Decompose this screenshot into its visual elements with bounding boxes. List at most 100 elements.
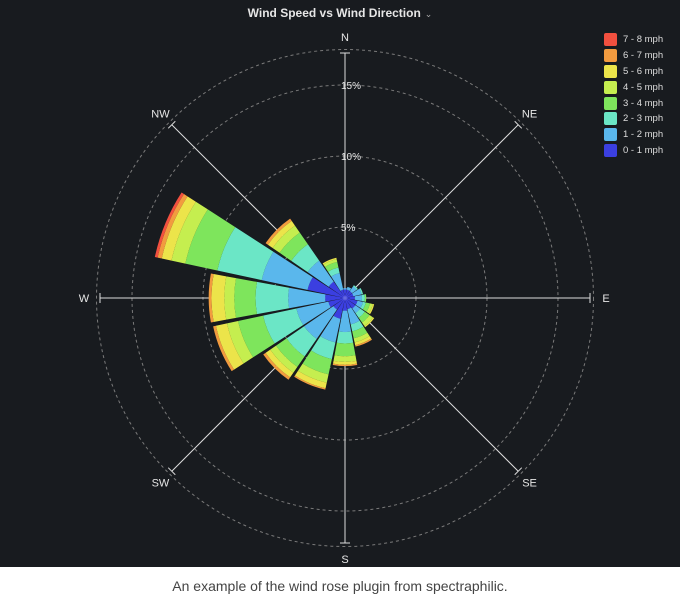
legend: 7 - 8 mph 6 - 7 mph 5 - 6 mph 4 - 5 mph 3 - … — [604, 32, 663, 158]
petal-w-3 — [234, 278, 257, 318]
legend-label: 0 - 1 mph — [623, 144, 664, 156]
legend-item[interactable]: 4 - 5 mph — [604, 79, 663, 95]
legend-item[interactable]: 2 - 3 mph — [604, 111, 663, 127]
petal-nnw-0 — [340, 289, 345, 298]
petal-ene-2 — [359, 287, 364, 295]
petal-sw-6 — [263, 352, 291, 380]
petal-sw-3 — [276, 338, 305, 367]
petal-wnw-1 — [261, 251, 313, 290]
petal-w-0 — [325, 294, 345, 302]
petal-s-5 — [333, 360, 357, 365]
petal-ssw-6 — [294, 375, 326, 390]
petal-ne-1 — [349, 286, 357, 294]
compass-label-w: W — [79, 293, 90, 305]
petal-se-0 — [345, 298, 356, 309]
petal-e-2 — [361, 294, 365, 302]
compass-label-se: SE — [522, 478, 537, 490]
petal-wnw-2 — [217, 227, 274, 281]
grid-circle — [96, 49, 594, 547]
axis-end-tick — [167, 120, 176, 129]
petal-n-0 — [343, 289, 347, 298]
legend-swatch — [604, 112, 617, 126]
figure-caption: An example of the wind rose plugin from … — [172, 578, 508, 594]
petal-sw-1 — [304, 306, 337, 339]
chart-title-menu[interactable]: Wind Speed vs Wind Direction ⌄ — [0, 6, 680, 20]
compass-label-n: N — [341, 32, 349, 44]
petal-sse-4 — [353, 332, 370, 343]
petal-nnw-4 — [323, 259, 338, 267]
petal-s-3 — [334, 342, 356, 357]
legend-item[interactable]: 6 - 7 mph — [604, 48, 663, 64]
petal-nnw-3 — [324, 261, 339, 272]
petal-sse-0 — [345, 298, 352, 310]
petal-s-6 — [332, 363, 358, 367]
petal-w-2 — [255, 281, 290, 315]
petal-s-0 — [342, 298, 348, 311]
petal-wsw-1 — [296, 301, 331, 325]
legend-label: 6 - 7 mph — [623, 50, 664, 62]
petal-ese-2 — [360, 301, 366, 310]
radial-tick-label: 5% — [341, 223, 356, 234]
legend-swatch — [604, 64, 617, 78]
wind-rose-chart: N NE E SE S SW W NW 5% 10% 15% — [79, 32, 610, 566]
petal-ssw-3 — [302, 350, 332, 375]
axis-line-se — [344, 297, 519, 472]
petal-sse-3 — [352, 326, 368, 339]
petal-wnw-0 — [307, 277, 345, 298]
compass-label-ne: NE — [522, 108, 537, 120]
petal-nne-0 — [345, 289, 350, 298]
legend-item[interactable]: 3 - 4 mph — [604, 95, 663, 111]
legend-label: 1 - 2 mph — [623, 129, 664, 141]
petal-w-6 — [208, 273, 214, 323]
petal-e-0 — [345, 296, 355, 300]
legend-label: 5 - 6 mph — [623, 65, 664, 77]
axis-line-ne — [344, 124, 519, 299]
compass-label-e: E — [602, 293, 609, 305]
petal-ne-2 — [353, 285, 358, 290]
legend-label: 2 - 3 mph — [623, 113, 664, 125]
legend-label: 3 - 4 mph — [623, 97, 664, 109]
petal-ese-3 — [362, 302, 370, 312]
petal-ne-0 — [345, 290, 353, 298]
petal-sse-2 — [350, 320, 364, 332]
legend-item[interactable]: 0 - 1 mph — [604, 143, 663, 159]
petal-n-1 — [343, 288, 347, 290]
petal-wsw-3 — [238, 315, 275, 358]
petal-wnw-6 — [157, 194, 188, 259]
chart-title: Wind Speed vs Wind Direction — [247, 6, 421, 20]
petal-ssw-0 — [333, 298, 345, 319]
petal-wsw-2 — [263, 308, 304, 344]
petal-ese-5 — [368, 303, 375, 315]
legend-label: 4 - 5 mph — [623, 81, 664, 93]
petal-ese-0 — [345, 298, 358, 305]
petal-sw-2 — [286, 326, 317, 357]
petal-ssw-2 — [311, 336, 336, 360]
legend-item[interactable]: 7 - 8 mph — [604, 32, 663, 48]
petal-se-1 — [352, 305, 361, 314]
axis-end-tick — [514, 120, 523, 129]
legend-item[interactable]: 1 - 2 mph — [604, 127, 663, 143]
petal-w-4 — [224, 276, 237, 320]
petal-ssw-5 — [294, 370, 327, 389]
petal-nnw-1 — [331, 273, 344, 291]
petal-nne-1 — [346, 286, 352, 291]
compass-label-sw: SW — [152, 478, 170, 490]
legend-item[interactable]: 5 - 6 mph — [604, 64, 663, 80]
petal-wsw-5 — [215, 323, 244, 370]
petal-nw-4 — [272, 225, 300, 253]
petal-wnw-5 — [161, 196, 196, 261]
chevron-down-icon[interactable]: ⌄ — [424, 9, 433, 19]
petal-se-4 — [361, 314, 374, 327]
petal-se-5 — [364, 317, 375, 328]
petal-s-4 — [333, 355, 357, 362]
petal-wnw-3 — [185, 209, 236, 271]
petal-nw-2 — [291, 244, 320, 273]
petal-wsw-0 — [328, 298, 345, 308]
radial-tick-label: 10% — [341, 152, 361, 163]
petal-wsw-4 — [227, 321, 254, 364]
petal-sw-5 — [265, 349, 294, 378]
radial-tick-label: 15% — [341, 81, 361, 92]
petal-sw-4 — [270, 345, 298, 373]
petal-ssw-1 — [320, 315, 341, 343]
petal-nnw-5 — [322, 257, 337, 265]
